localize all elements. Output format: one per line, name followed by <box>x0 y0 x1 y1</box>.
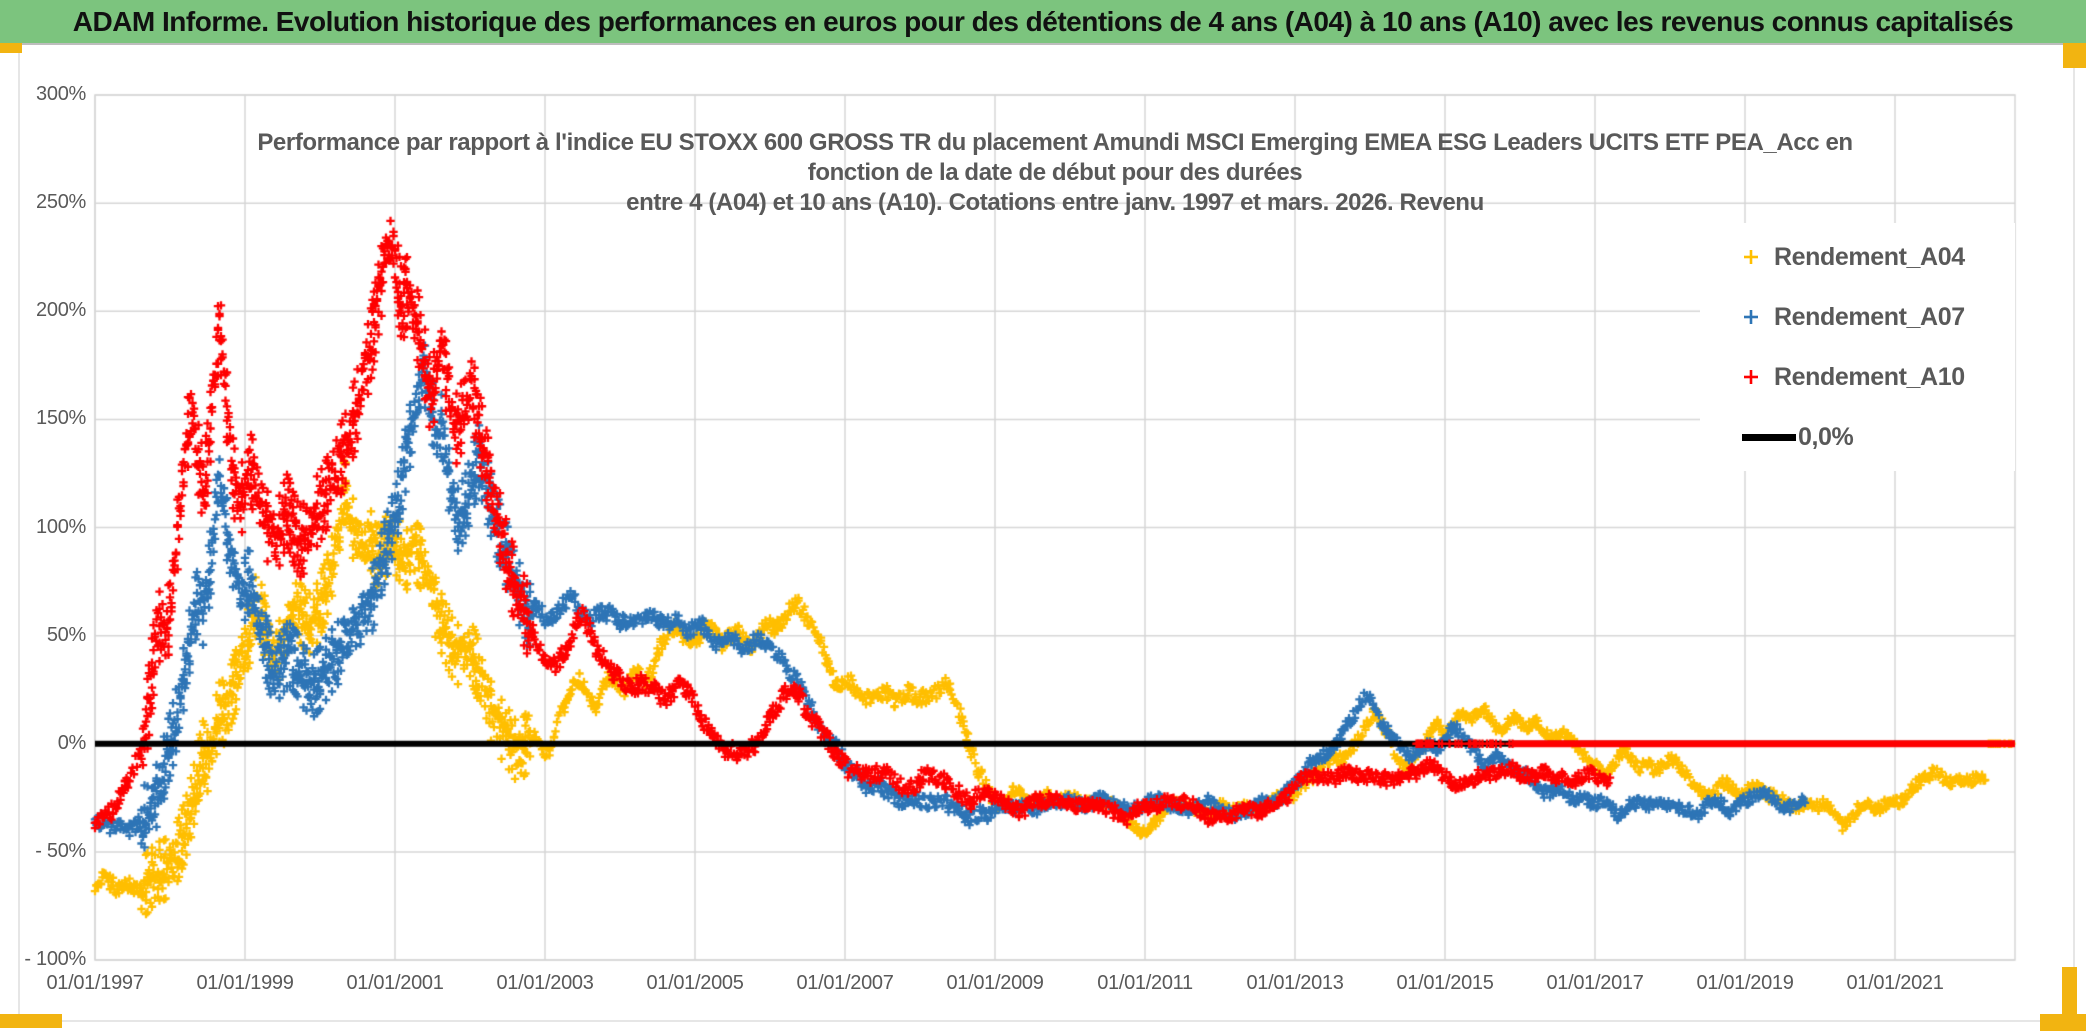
y-axis-tick: 250% <box>36 191 86 214</box>
frame-right-line <box>2073 48 2075 1022</box>
plus-marker-icon-a04 <box>1744 250 1758 264</box>
y-axis-tick: 0% <box>57 731 87 754</box>
frame-accent-top-left <box>0 43 22 53</box>
chart-legend: Rendement_A04 Rendement_A07 Rendement_A1… <box>1700 223 2015 471</box>
x-axis-tick: 01/01/2005 <box>646 972 744 994</box>
y-axis-tick: 100% <box>36 515 86 538</box>
legend-label-a07: Rendement_A07 <box>1774 302 1965 331</box>
y-axis-tick: 200% <box>36 299 86 322</box>
x-axis-tick: 01/01/2021 <box>1846 972 1944 994</box>
frame-accent-bottom-left <box>0 1014 62 1028</box>
chart-title-line-2: fonction de la date de début pour des du… <box>807 159 1303 186</box>
frame-accent-top-right <box>2063 43 2086 68</box>
legend-label-a04: Rendement_A04 <box>1774 242 1965 271</box>
x-axis-tick: 01/01/2001 <box>346 972 444 994</box>
chart-title-line-1: Performance par rapport à l'indice EU ST… <box>257 129 1853 156</box>
x-axis-tick: 01/01/2013 <box>1246 972 1344 994</box>
legend-item-a04: Rendement_A04 <box>1742 241 1965 273</box>
y-axis-tick: 150% <box>36 407 86 430</box>
plus-marker-icon-a07 <box>1744 310 1758 324</box>
legend-item-a10: Rendement_A10 <box>1742 361 1965 393</box>
performance-scatter-canvas <box>0 43 2086 1031</box>
y-axis-tick: 50% <box>46 623 86 646</box>
zero-line-swatch <box>1742 433 1796 441</box>
frame-bottom-line <box>0 1020 2086 1022</box>
y-axis-tick: - 100% <box>24 948 86 970</box>
plus-marker-icon-a10 <box>1744 370 1758 384</box>
banner-title: ADAM Informe. Evolution historique des p… <box>72 5 2014 37</box>
x-axis-tick: 01/01/2003 <box>496 972 594 994</box>
chart-title: Performance par rapport à l'indice EU ST… <box>95 128 2015 218</box>
frame-left-line <box>18 48 20 1022</box>
x-axis-tick: 01/01/2011 <box>1097 972 1193 994</box>
x-axis-tick: 01/01/1999 <box>196 972 294 994</box>
legend-label-zero: 0,0% <box>1798 422 1854 451</box>
y-axis-tick: - 50% <box>35 839 86 862</box>
frame-accent-bottom-right-h <box>2040 1014 2086 1031</box>
x-axis-tick: 01/01/2009 <box>946 972 1044 994</box>
title-banner: ADAM Informe. Evolution historique des p… <box>0 0 2086 45</box>
legend-label-a10: Rendement_A10 <box>1774 362 1965 391</box>
x-axis-tick: 01/01/2015 <box>1396 972 1494 994</box>
x-axis-tick: 01/01/1997 <box>46 972 144 994</box>
chart-title-line-3: entre 4 (A04) et 10 ans (A10). Cotations… <box>626 189 1484 216</box>
x-axis-tick: 01/01/2007 <box>796 972 894 994</box>
y-axis-tick: 300% <box>36 83 86 105</box>
x-axis-tick: 01/01/2019 <box>1696 972 1794 994</box>
legend-item-zero-line: 0,0% <box>1742 421 1854 453</box>
legend-item-a07: Rendement_A07 <box>1742 301 1965 333</box>
x-axis-tick: 01/01/2017 <box>1546 972 1644 994</box>
